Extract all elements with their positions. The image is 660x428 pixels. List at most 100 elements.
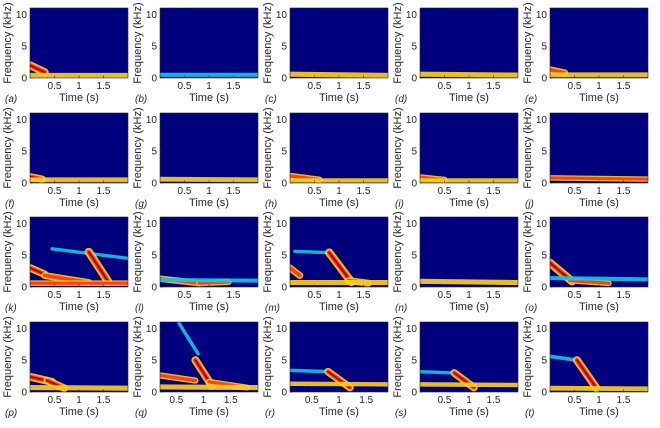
- plot-area: [550, 113, 648, 183]
- panel-label: (i): [395, 199, 404, 210]
- y-axis-label: Frequency (kHz): [392, 316, 404, 397]
- y-tick-label: 0: [541, 179, 547, 190]
- y-tick-label: 10: [406, 219, 418, 230]
- band-3: [550, 276, 648, 282]
- axes-frame: [159, 321, 259, 393]
- x-axis-label: Time (s): [319, 301, 359, 313]
- plot-area: [290, 8, 388, 78]
- x-tick-label: 1.5: [359, 395, 373, 406]
- y-axis-label: Frequency (kHz): [262, 2, 274, 83]
- y-tick-label: 5: [411, 356, 417, 367]
- x-tick-label: 1.5: [227, 290, 241, 301]
- x-tick-label: 0.5: [178, 290, 192, 301]
- x-axis-label: Time (s): [189, 197, 229, 209]
- x-tick-label: 0.5: [438, 186, 452, 197]
- panel-label: (p): [5, 408, 17, 419]
- x-tick-label: 1.5: [227, 81, 241, 92]
- x-tick-label: 1.5: [487, 81, 501, 92]
- y-tick-label: 5: [21, 42, 27, 53]
- x-axis-label: Time (s): [319, 197, 359, 209]
- x-tick-label: 1: [206, 186, 212, 197]
- y-axis-label: Frequency (kHz): [262, 107, 274, 188]
- x-tick-label: 0.5: [308, 290, 322, 301]
- y-axis-label: Frequency (kHz): [2, 107, 14, 188]
- band-1: [420, 71, 518, 78]
- x-tick-label: 1.5: [357, 81, 371, 92]
- band-1: [550, 175, 648, 182]
- x-tick-label: 1.5: [617, 290, 631, 301]
- x-tick-label: 0.5: [568, 395, 582, 406]
- panel-label: (l): [135, 303, 144, 314]
- x-tick-label: 0.5: [438, 395, 452, 406]
- x-tick-label: 1: [336, 81, 342, 92]
- y-axis-label: Frequency (kHz): [522, 107, 534, 188]
- x-tick-label: 0.5: [178, 81, 192, 92]
- x-tick-label: 1.5: [617, 186, 631, 197]
- y-tick-label: 5: [411, 42, 417, 53]
- y-tick-label: 10: [146, 324, 158, 335]
- y-tick-label: 10: [16, 10, 28, 21]
- x-tick-label: 1.5: [487, 186, 501, 197]
- band-5: [160, 384, 258, 391]
- x-tick-label: 0.5: [169, 395, 183, 406]
- band-1: [160, 176, 258, 183]
- x-tick-label: 0.5: [305, 395, 319, 406]
- x-tick-label: 0.5: [308, 81, 322, 92]
- x-tick-label: 1: [596, 290, 602, 301]
- y-tick-label: 10: [406, 324, 418, 335]
- x-tick-label: 0.5: [438, 81, 452, 92]
- y-tick-label: 0: [21, 388, 27, 399]
- y-axis-label: Frequency (kHz): [392, 211, 404, 292]
- x-tick-label: 1.5: [97, 290, 111, 301]
- x-tick-label: 1: [466, 186, 472, 197]
- y-tick-label: 5: [281, 42, 287, 53]
- y-tick-label: 10: [16, 115, 28, 126]
- y-tick-label: 0: [151, 283, 157, 294]
- y-tick-label: 0: [411, 283, 417, 294]
- x-tick-label: 0.5: [568, 290, 582, 301]
- y-tick-label: 5: [411, 147, 417, 158]
- band-3: [160, 372, 199, 384]
- x-axis-label: Time (s): [319, 92, 359, 104]
- y-tick-label: 0: [411, 179, 417, 190]
- x-tick-label: 1: [336, 186, 342, 197]
- y-tick-label: 0: [411, 74, 417, 85]
- y-tick-label: 10: [276, 10, 288, 21]
- y-tick-label: 0: [151, 74, 157, 85]
- band-3: [84, 247, 113, 287]
- y-tick-label: 5: [541, 42, 547, 53]
- panel-label: (j): [525, 199, 534, 210]
- y-tick-label: 0: [281, 388, 287, 399]
- y-tick-label: 5: [151, 147, 157, 158]
- x-tick-label: 1: [336, 290, 342, 301]
- panel-label: (s): [395, 408, 407, 419]
- y-axis-label: Frequency (kHz): [392, 2, 404, 83]
- band-1: [290, 368, 330, 374]
- x-axis-label: Time (s): [319, 406, 359, 418]
- band-3: [160, 277, 258, 283]
- band-1: [420, 369, 456, 375]
- y-tick-label: 5: [151, 251, 157, 262]
- band-1: [550, 66, 569, 77]
- x-tick-label: 1.5: [357, 186, 371, 197]
- panel-label: (r): [265, 408, 275, 419]
- x-axis-label: Time (s): [59, 406, 99, 418]
- y-tick-label: 5: [411, 251, 417, 262]
- y-axis-label: Frequency (kHz): [2, 316, 14, 397]
- x-tick-label: 1.5: [224, 395, 238, 406]
- y-tick-label: 5: [281, 356, 287, 367]
- y-tick-label: 10: [16, 219, 28, 230]
- x-axis-label: Time (s): [59, 92, 99, 104]
- x-tick-label: 0.5: [48, 395, 62, 406]
- x-tick-label: 1: [466, 81, 472, 92]
- y-tick-label: 0: [21, 179, 27, 190]
- x-tick-label: 1: [76, 395, 82, 406]
- panel-label: (t): [525, 408, 534, 419]
- x-tick-label: 1.5: [357, 290, 371, 301]
